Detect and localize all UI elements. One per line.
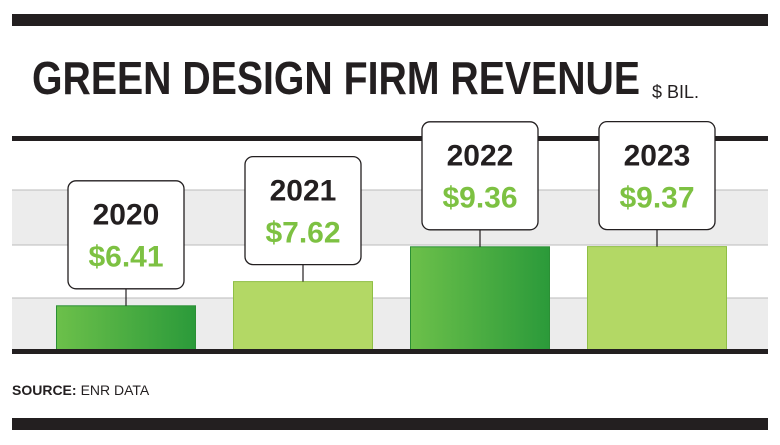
category-label: 2020 [93, 199, 160, 232]
category-label: 2021 [270, 175, 337, 208]
bar [410, 246, 550, 351]
source-label: SOURCE: ENR DATA [12, 382, 150, 398]
value-label: $9.36 [442, 182, 517, 215]
value-label: $7.62 [265, 217, 340, 250]
top-rule [12, 14, 768, 26]
frame-bottom [12, 349, 768, 354]
bar [587, 246, 727, 351]
category-label: 2022 [447, 140, 514, 173]
frame-top [12, 136, 768, 141]
category-label: 2023 [624, 140, 691, 173]
label-box [67, 180, 185, 290]
value-label: $6.41 [88, 241, 163, 274]
bottom-rule [12, 418, 768, 430]
bar [56, 305, 196, 351]
source-text: ENR DATA [81, 382, 150, 398]
bar [233, 281, 373, 351]
label-box [244, 155, 362, 266]
label-box [598, 120, 716, 231]
value-label: $9.37 [619, 182, 694, 215]
source-key: SOURCE: [12, 382, 77, 398]
chart-title: GREEN DESIGN FIRM REVENUE [32, 52, 640, 104]
unit-label: $ BIL. [652, 82, 699, 102]
label-box [421, 121, 539, 231]
